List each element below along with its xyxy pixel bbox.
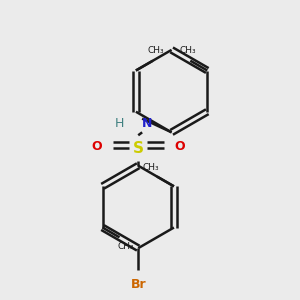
- Text: O: O: [92, 140, 102, 153]
- Text: O: O: [174, 140, 185, 153]
- Text: CH₃: CH₃: [148, 46, 164, 55]
- Text: S: S: [133, 140, 144, 155]
- Text: CH₃: CH₃: [179, 46, 196, 55]
- Text: H: H: [115, 117, 124, 130]
- Text: CH₃: CH₃: [143, 163, 159, 172]
- Text: Br: Br: [130, 278, 146, 291]
- Text: CH₃: CH₃: [117, 242, 134, 251]
- Text: N: N: [142, 117, 152, 130]
